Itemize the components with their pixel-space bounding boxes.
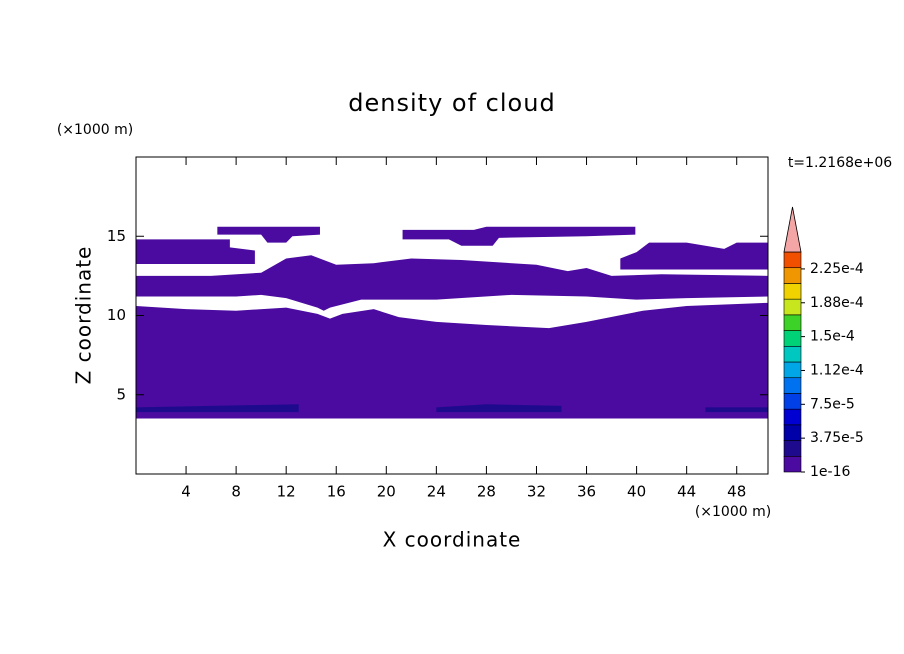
x-tick-label: 12 [277, 483, 296, 501]
colorbar-band [783, 361, 802, 379]
x-tick-label: 8 [231, 483, 241, 501]
y-tick-label: 15 [107, 227, 126, 245]
x-tick-label: 4 [181, 483, 191, 501]
y-axis-title: Z coordinate [72, 246, 96, 385]
colorbar-label: 1e-16 [810, 464, 850, 480]
cloud-region [136, 302, 768, 419]
colorbar-band [783, 330, 802, 347]
y-tick-label: 10 [107, 306, 126, 324]
cloud-region [136, 255, 768, 311]
colorbar-band [783, 455, 802, 473]
y-unit: (×1000 m) [57, 122, 133, 138]
cloud-region [620, 242, 768, 270]
x-tick-label: 48 [727, 483, 746, 501]
colorbar-band [783, 283, 802, 300]
colorbar-label: 3.75e-5 [810, 430, 864, 446]
colorbar-label: 1.88e-4 [810, 295, 864, 311]
x-tick-label: 32 [527, 483, 546, 501]
chart-title: density of cloud [348, 89, 555, 117]
colorbar-band [783, 393, 802, 410]
colorbar-extend [783, 206, 802, 253]
x-tick-label: 36 [577, 483, 596, 501]
colorbar-band [783, 314, 802, 331]
cloud-region [136, 239, 255, 264]
cloud-region [217, 226, 320, 243]
colorbar-band [783, 345, 802, 363]
colorbar-band [783, 267, 802, 284]
y-tick-label: 5 [116, 385, 126, 403]
colorbar-label: 2.25e-4 [810, 261, 864, 277]
colorbar-label: 7.5e-5 [810, 396, 855, 412]
colorbar-label: 1.5e-4 [810, 329, 855, 345]
colorbar-label: 1.12e-4 [810, 362, 864, 378]
colorbar-band [783, 440, 802, 457]
x-tick-label: 40 [627, 483, 646, 501]
cloud-region [705, 407, 768, 413]
cloud-region [402, 226, 636, 246]
colorbar-band [783, 251, 802, 269]
x-tick-label: 16 [327, 483, 346, 501]
x-unit: (×1000 m) [695, 504, 771, 520]
colorbar-band [783, 377, 802, 394]
time-label: t=1.2168e+06 [788, 155, 892, 171]
x-tick-label: 44 [677, 483, 696, 501]
colorbar-band [783, 424, 802, 441]
x-tick-label: 24 [427, 483, 446, 501]
cloud-region [136, 404, 299, 413]
colorbar-band [783, 298, 802, 316]
colorbar-band [783, 408, 802, 426]
x-tick-label: 20 [377, 483, 396, 501]
x-axis-title: X coordinate [383, 528, 522, 552]
cloud-region [436, 404, 562, 413]
x-tick-label: 28 [477, 483, 496, 501]
